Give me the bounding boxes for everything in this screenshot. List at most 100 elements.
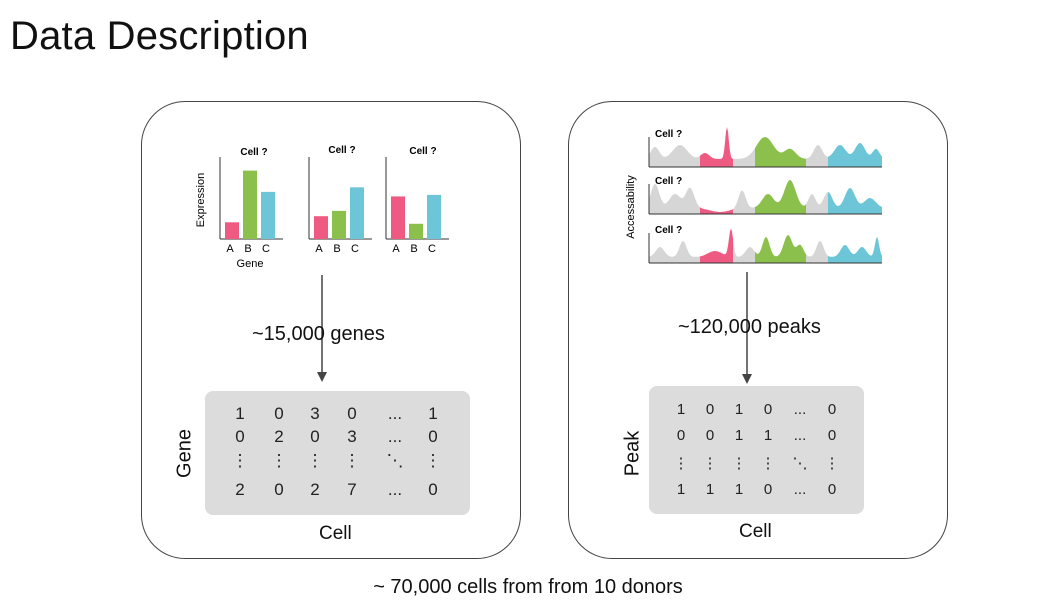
atac-arrowhead [742,374,752,384]
accessibility-peak-region [828,188,882,214]
gene-axis-label: Gene [237,258,264,270]
gene-matrix-cell: 3 [347,427,357,446]
peak-matrix-cell: 0 [827,401,837,418]
cell-chart-title: Cell ? [409,146,436,157]
gene-matrix-cell: 2 [310,480,320,499]
gene-matrix-cell: 7 [347,480,357,499]
accessibility-peak-region [755,235,806,263]
matrix-row-label-peak: Peak [621,430,644,477]
footer-caption: ~ 70,000 cells from from 10 donors [373,576,683,598]
peak-matrix-cell: ... [793,401,807,418]
gene-tick-label: B [244,243,251,255]
gene-matrix-cell: ⋮ [270,451,288,470]
bar-gene-b [243,170,257,239]
gene-tick-label: C [262,243,270,255]
gene-matrix-cell: ⋱ [386,451,404,470]
peak-matrix-cell: 1 [734,481,744,498]
gene-matrix-cell: 0 [310,427,320,446]
peak-matrix-cell: 1 [763,427,773,444]
peak-matrix-cell: ⋱ [792,455,808,472]
accessibility-peak-region [755,137,806,167]
gene-tick-label: B [410,243,417,255]
accessibility-peak-region [649,184,700,214]
gene-matrix-cell: 2 [235,480,245,499]
gene-matrix-cell: 1 [428,404,438,423]
gene-matrix-cell: ... [387,480,403,499]
accessibility-peak-region [828,237,882,263]
gene-matrix-cell: 0 [274,480,284,499]
peak-matrix-cell: 0 [676,427,686,444]
accessibility-peak-region [649,241,700,263]
peak-cell-matrix [649,386,864,514]
gene-matrix-cell: 2 [274,427,284,446]
gene-tick-label: B [333,243,340,255]
peak-matrix-cell: 1 [676,481,686,498]
gene-matrix-cell: ⋮ [343,451,361,470]
peak-matrix-cell: 0 [705,427,715,444]
peak-matrix-cell: 0 [705,401,715,418]
matrix-col-label-cell-atac: Cell [739,521,772,542]
accessibility-peak-region [828,143,882,167]
peak-matrix-cell: ⋮ [702,455,718,472]
track-title: Cell ? [655,129,682,140]
gene-matrix-cell: 1 [235,404,245,423]
gene-matrix-cell: 0 [347,404,357,423]
accessibility-peak-region [733,238,755,263]
page-title: Data Description [10,14,309,58]
accessibility-peak-region [700,127,733,167]
peak-matrix-cell: ⋮ [760,455,776,472]
gene-matrix-cell: ... [387,427,403,446]
gene-matrix-cell: ⋮ [424,451,442,470]
peak-count-label: ~120,000 peaks [678,316,821,338]
track-title: Cell ? [655,176,682,187]
gene-matrix-cell: 0 [428,427,438,446]
gene-tick-label: A [392,243,400,255]
gene-matrix-cell: ⋮ [231,451,249,470]
gene-matrix-cell: ⋮ [306,451,324,470]
gene-tick-label: A [226,243,234,255]
gene-matrix-cell: 3 [310,404,320,423]
bar-gene-b [409,223,423,239]
accessibility-peak-region [649,145,700,167]
accessibility-axis-label: Accessability [625,175,637,239]
accessibility-peak-region [806,241,828,263]
bar-gene-c [350,187,364,239]
expression-axis-label: Expression [195,173,207,227]
matrix-col-label-cell: Cell [319,523,352,544]
cell-chart-title: Cell ? [240,147,267,158]
gene-tick-label: C [428,243,436,255]
peak-matrix-cell: 1 [705,481,715,498]
bar-gene-a [391,196,405,239]
bar-gene-c [261,191,275,239]
track-title: Cell ? [655,225,682,236]
cell-chart-title: Cell ? [328,145,355,156]
peak-matrix-cell: ... [793,481,807,498]
rna-arrowhead [317,372,327,382]
accessibility-peak-region [700,228,733,263]
peak-matrix-cell: 1 [734,427,744,444]
gene-count-label: ~15,000 genes [252,323,385,345]
bar-gene-c [427,194,441,239]
peak-matrix-cell: 0 [827,481,837,498]
accessibility-peak-region [806,192,828,214]
gene-matrix-cell: 0 [274,404,284,423]
gene-matrix-cell: 0 [428,480,438,499]
bar-gene-b [332,210,346,239]
gene-tick-label: A [315,243,323,255]
peak-matrix-cell: ⋮ [824,455,840,472]
peak-matrix-cell: 0 [827,427,837,444]
bar-gene-a [225,222,239,239]
gene-matrix-cell: 0 [235,427,245,446]
peak-matrix-cell: ... [793,427,807,444]
gene-tick-label: C [351,243,359,255]
peak-matrix-cell: 1 [734,401,744,418]
accessibility-peak-region [733,148,755,167]
gene-matrix-cell: ... [387,404,403,423]
accessibility-peak-region [806,145,828,167]
accessibility-peak-region [700,207,733,214]
peak-matrix-cell: 0 [763,401,773,418]
bar-gene-a [314,216,328,239]
peak-matrix-cell: 1 [676,401,686,418]
